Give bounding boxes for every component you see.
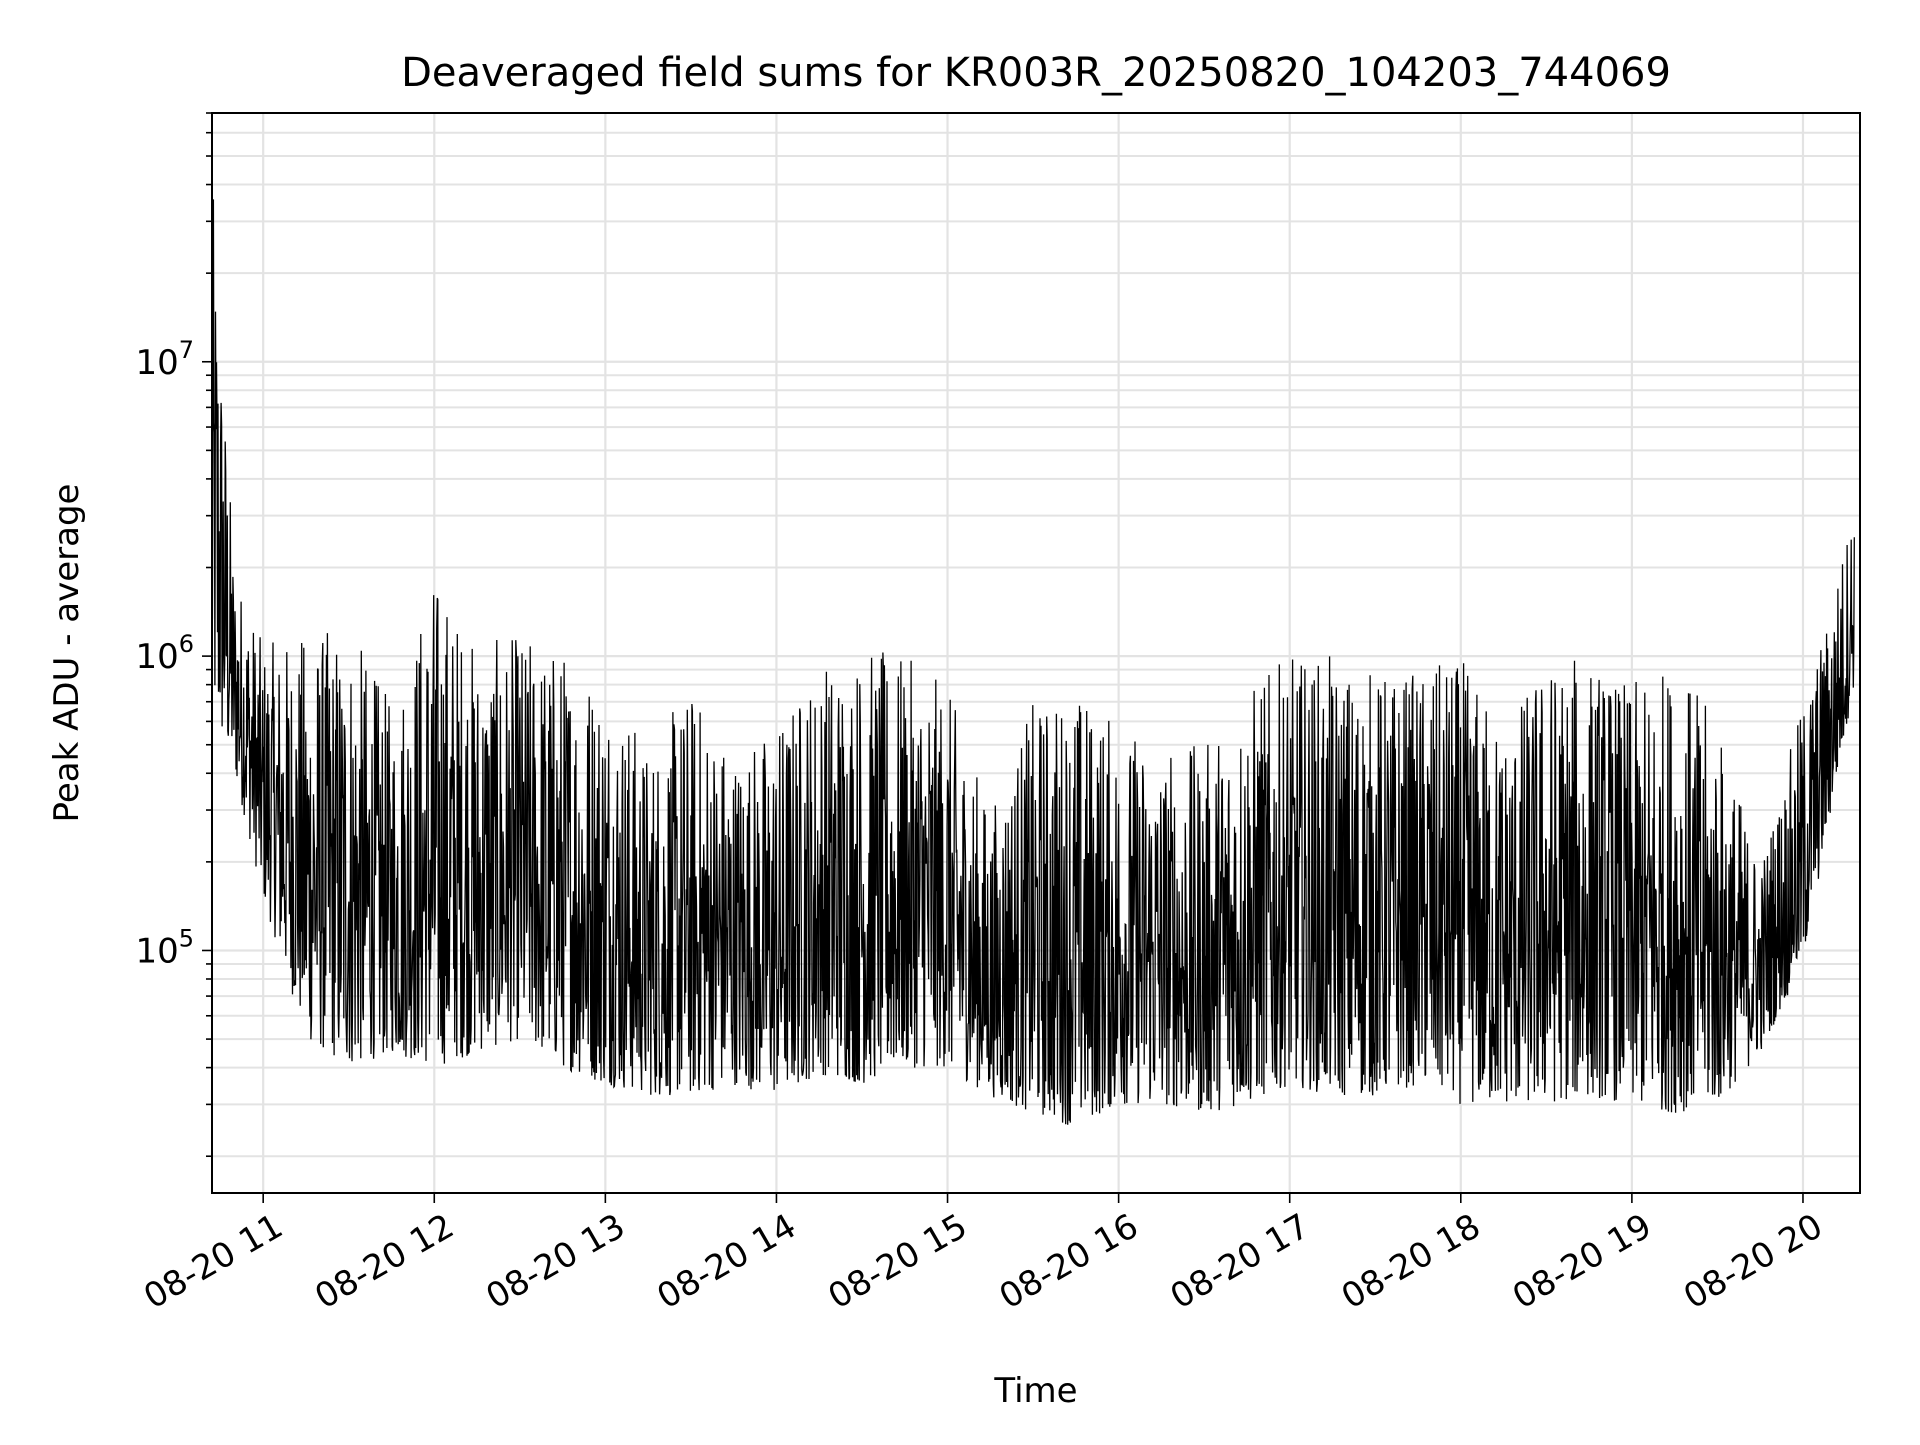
plot-frame: [211, 112, 1861, 1194]
y-axis-label: Peak ADU - average: [47, 484, 87, 823]
data-layer: [211, 169, 1855, 1125]
chart-title: Deaveraged field sums for KR003R_2025082…: [401, 50, 1671, 96]
x-axis-label: Time: [993, 1371, 1077, 1411]
grid-layer: [212, 112, 1860, 1193]
x-tick-label: 08-20 19: [1506, 1206, 1658, 1317]
y-tick-label: 106: [135, 630, 194, 677]
y-tick-label: 105: [135, 924, 194, 971]
series-line-peak-adu: [211, 169, 1855, 1125]
x-tick-label: 08-20 20: [1677, 1206, 1829, 1317]
x-tick-label: 08-20 11: [137, 1206, 289, 1317]
x-tick-label: 08-20 18: [1335, 1206, 1487, 1317]
y-tick-label: 107: [135, 336, 194, 383]
x-tick-label: 08-20 17: [1164, 1206, 1316, 1317]
x-tick-label: 08-20 16: [993, 1206, 1145, 1317]
x-tick-label: 08-20 13: [479, 1206, 631, 1317]
x-tick-label: 08-20 15: [822, 1206, 974, 1317]
x-tick-label: 08-20 12: [308, 1206, 460, 1317]
x-tick-label: 08-20 14: [651, 1206, 803, 1317]
